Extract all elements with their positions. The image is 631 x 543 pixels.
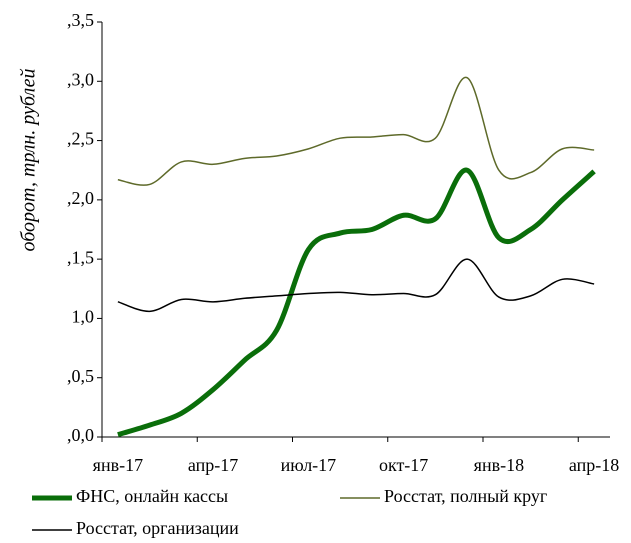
y-tick-label: ,3,0 <box>67 69 94 89</box>
line-series <box>117 258 595 313</box>
legend-label: ФНС, онлайн кассы <box>76 486 228 506</box>
legend-label: Росстат, организации <box>76 518 239 538</box>
y-axis-label: оборот, трлн. рублей <box>18 68 40 251</box>
y-tick-label: ,0,0 <box>67 425 94 445</box>
x-tick-label: апр-18 <box>569 455 619 475</box>
y-tick-label: ,3,5 <box>67 10 94 30</box>
x-tick-label: янв-17 <box>93 455 143 475</box>
line-series <box>117 76 595 186</box>
line-series <box>117 167 596 438</box>
x-tick-label: янв-18 <box>474 455 524 475</box>
y-tick-label: ,2,0 <box>67 188 94 208</box>
x-tick-label: июл-17 <box>281 455 337 475</box>
y-tick-label: 1,0 <box>72 307 95 327</box>
x-tick-label: апр-17 <box>188 455 238 475</box>
y-tick-label: ,0,5 <box>67 366 94 386</box>
y-tick-label: ,2,5 <box>67 129 94 149</box>
x-tick-label: окт-17 <box>379 455 428 475</box>
y-tick-label: ,1,5 <box>67 247 94 267</box>
legend-label: Росстат, полный круг <box>384 486 547 506</box>
